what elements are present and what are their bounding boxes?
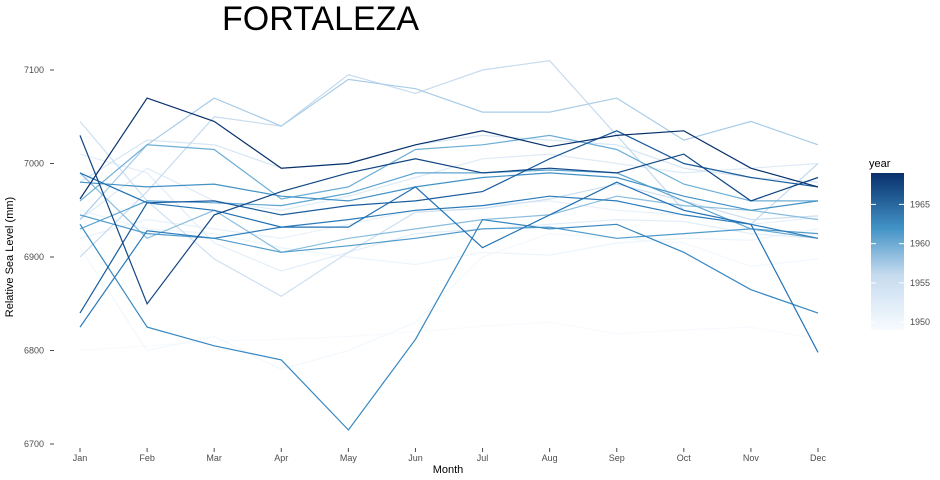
x-axis-title: Month xyxy=(433,464,464,476)
series-line-1950 xyxy=(79,232,819,370)
series-line-1967 xyxy=(79,130,819,314)
series-line-1955 xyxy=(79,134,819,183)
x-tick-label: Dec xyxy=(810,453,827,463)
series-line-1963 xyxy=(79,172,819,211)
series-line-1959 xyxy=(79,172,819,253)
x-tick-label: Jan xyxy=(73,453,88,463)
colorbar-ticks: 1950 1955 1960 1965 xyxy=(871,199,930,327)
y-tick-label: 7000 xyxy=(24,159,44,169)
x-tick-label: Oct xyxy=(677,453,692,463)
series-line-1953 xyxy=(79,153,819,272)
legend: year 1950 1955 1960 1965 xyxy=(869,158,930,330)
y-axis-title: Relative Sea Level (mm) xyxy=(4,197,16,317)
colorbar xyxy=(871,173,904,330)
x-tick-label: Nov xyxy=(743,453,760,463)
x-tick-label: May xyxy=(340,453,358,463)
x-tick-label: Apr xyxy=(274,453,288,463)
series-line-1951 xyxy=(79,209,819,266)
colorbar-tick-label: 1950 xyxy=(910,317,930,327)
y-tick-label: 6800 xyxy=(24,346,44,356)
x-axis: Jan Feb Mar Apr May Jun Jul Aug Sep Oct Nov Dec xyxy=(73,448,827,463)
x-tick-label: Jul xyxy=(477,453,489,463)
y-tick-label: 6900 xyxy=(24,252,44,262)
series-line-1949 xyxy=(79,321,819,352)
series-line-1957 xyxy=(79,59,819,258)
x-tick-label: Jun xyxy=(408,453,423,463)
series-line-1954 xyxy=(79,153,819,221)
series-layer xyxy=(79,59,819,431)
series-line-1960 xyxy=(79,134,818,202)
legend-title: year xyxy=(869,158,891,170)
colorbar-tick-label: 1955 xyxy=(910,278,930,288)
series-line-1965 xyxy=(79,195,819,328)
colorbar-tick-label: 1965 xyxy=(910,199,930,209)
y-tick-label: 6700 xyxy=(24,439,44,449)
series-line-1964 xyxy=(79,218,819,431)
x-tick-label: Mar xyxy=(206,453,222,463)
x-tick-label: Aug xyxy=(542,453,558,463)
x-tick-label: Sep xyxy=(609,453,625,463)
y-axis: 6700 6800 6900 7000 7100 xyxy=(24,65,54,449)
chart-title: FORTALEZA xyxy=(222,0,419,38)
y-tick-label: 7100 xyxy=(24,65,44,75)
series-line-1968 xyxy=(79,135,819,306)
series-line-1958 xyxy=(79,78,819,221)
series-line-1956 xyxy=(79,121,819,298)
series-line-1966 xyxy=(79,172,819,353)
series-line-1969 xyxy=(79,97,819,200)
colorbar-tick-label: 1960 xyxy=(910,239,930,249)
series-line-1961 xyxy=(79,169,819,239)
x-tick-label: Feb xyxy=(139,453,155,463)
